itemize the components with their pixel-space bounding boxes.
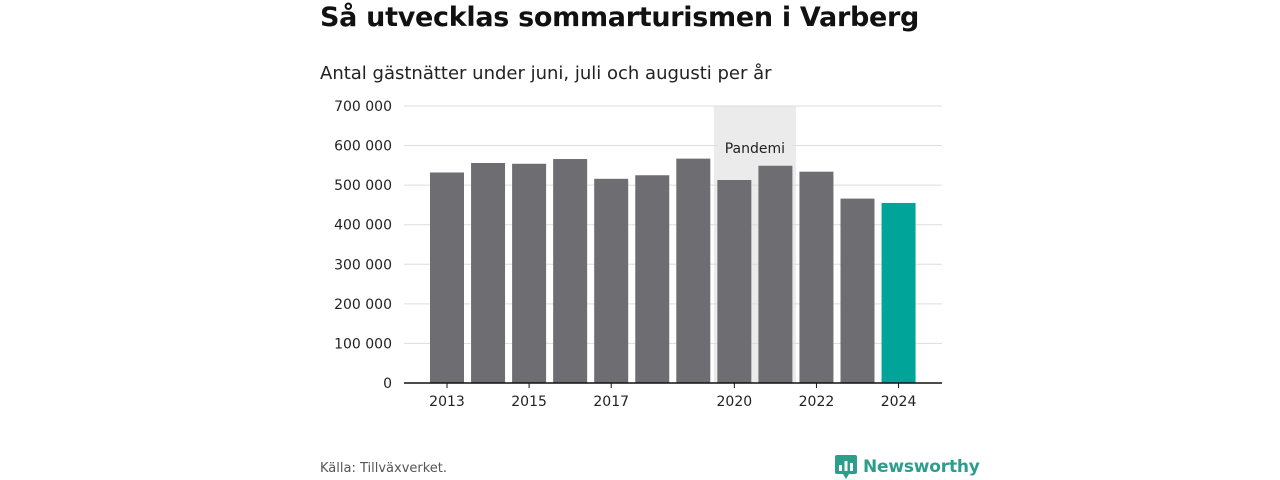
x-tick-label: 2015 bbox=[511, 394, 547, 410]
bar-2019 bbox=[676, 158, 711, 383]
source-note: Källa: Tillväxverket. bbox=[320, 461, 448, 476]
x-tick-label: 2022 bbox=[799, 394, 835, 410]
y-tick-label: 600 000 bbox=[334, 139, 392, 155]
chart-title: Så utvecklas sommarturismen i Varberg bbox=[320, 2, 920, 33]
pandemic-label-background bbox=[717, 135, 792, 159]
y-tick-label: 400 000 bbox=[334, 218, 392, 234]
bar-2021 bbox=[758, 165, 793, 383]
bar-2016 bbox=[553, 159, 588, 383]
y-tick-label: 100 000 bbox=[334, 336, 392, 352]
brand-name: Newsworthy bbox=[863, 457, 980, 477]
bar-2013 bbox=[430, 172, 464, 383]
y-tick-label: 700 000 bbox=[334, 99, 392, 115]
pandemic-label: Pandemi bbox=[725, 141, 785, 157]
bar-2020 bbox=[717, 179, 752, 383]
y-tick-label: 500 000 bbox=[334, 178, 392, 194]
bar-2017 bbox=[594, 178, 629, 383]
bar-2014 bbox=[471, 162, 506, 383]
chart-subtitle: Antal gästnätter under juni, juli och au… bbox=[320, 63, 772, 84]
bar-2023 bbox=[840, 198, 875, 383]
y-tick-label: 200 000 bbox=[334, 297, 392, 313]
bar-chart-speech-bubble-icon bbox=[835, 455, 857, 479]
brand-logo[interactable]: Newsworthy bbox=[835, 455, 980, 479]
x-tick-label: 2024 bbox=[881, 394, 917, 410]
y-tick-label: 300 000 bbox=[334, 257, 392, 273]
x-tick-label: 2013 bbox=[429, 394, 465, 410]
bar-2024 bbox=[881, 202, 916, 383]
x-tick-label: 2020 bbox=[717, 394, 753, 410]
x-tick-label: 2017 bbox=[593, 394, 629, 410]
bar-2015 bbox=[512, 163, 547, 383]
y-tick-label: 0 bbox=[383, 376, 392, 392]
bar-2022 bbox=[799, 171, 834, 383]
bar-2018 bbox=[635, 175, 670, 383]
